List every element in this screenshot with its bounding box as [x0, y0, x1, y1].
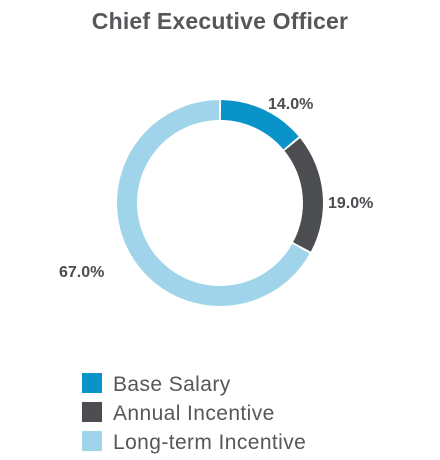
legend-label-long-term-incentive: Long-term Incentive	[113, 430, 307, 454]
legend-label-annual-incentive: Annual Incentive	[113, 401, 275, 425]
slice-annual-incentive	[284, 138, 323, 252]
slice-base-salary	[220, 100, 299, 150]
data-label-annual-incentive: 19.0%	[328, 195, 373, 212]
data-label-base-salary: 14.0%	[268, 96, 313, 113]
legend-item-base-salary: Base Salary	[82, 370, 306, 399]
legend-swatch-long-term-incentive	[82, 430, 102, 451]
legend-item-annual-incentive: Annual Incentive	[82, 399, 306, 428]
legend-swatch-base-salary	[82, 372, 102, 393]
data-label-long-term-incentive: 67.0%	[59, 264, 104, 281]
chart-title: Chief Executive Officer	[91, 8, 349, 34]
legend-item-long-term-incentive: Long-term Incentive	[82, 428, 306, 457]
legend-swatch-annual-incentive	[82, 401, 102, 422]
legend: Base Salary Annual Incentive Long-term I…	[82, 370, 306, 457]
legend-label-base-salary: Base Salary	[113, 372, 231, 396]
